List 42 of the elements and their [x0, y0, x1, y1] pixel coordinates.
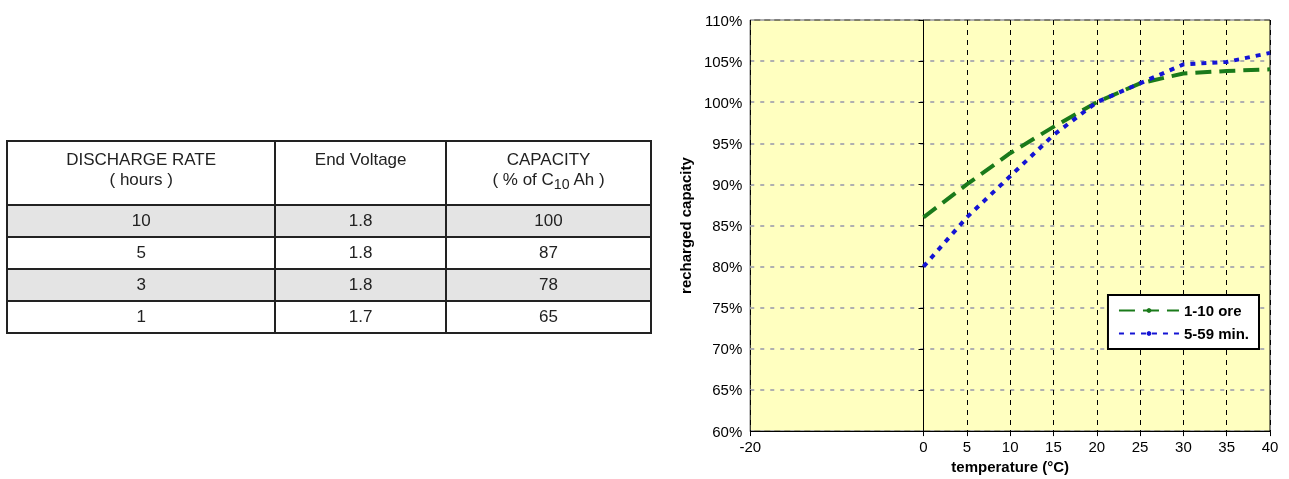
y-tick-label: 65% [712, 381, 743, 399]
x-tick-label: 35 [1218, 438, 1236, 456]
y-tick-label: 60% [712, 422, 743, 440]
y-tick-label: 90% [712, 175, 743, 193]
y-axis-title: recharged capacity [677, 156, 694, 294]
y-tick-label: 100% [703, 93, 743, 111]
series-label: CAPACITY ( % of C$_{10}$ Ah ) [446, 141, 651, 205]
category-label: 1 [7, 301, 276, 333]
y-tick-label: 70% [712, 340, 743, 358]
category-label: 10 [7, 205, 276, 237]
x-tick-label: 5 [962, 438, 971, 456]
text: DISCHARGE RATE ( hours ) [7, 141, 276, 205]
category-label: 5 [7, 237, 276, 269]
line-series [921, 50, 1272, 269]
x-tick-label: 40 [1261, 438, 1279, 456]
data-label: 1.8 [275, 205, 447, 237]
x-tick-label: 25 [1131, 438, 1149, 456]
text: End Voltage [275, 141, 447, 205]
data-label: 78 [446, 269, 651, 301]
y-tick-label: 80% [712, 258, 743, 276]
y-tick-label: 110% [705, 11, 743, 29]
legend-label: 1-10 ore [1183, 302, 1242, 319]
line-series [921, 67, 1272, 220]
data-label: 87 [446, 237, 651, 269]
y-tick-label: 95% [712, 134, 743, 152]
data-label: 100 [446, 205, 651, 237]
x-tick-label: 20 [1088, 438, 1106, 456]
category-label: 3 [7, 269, 276, 301]
data-label: 1.8 [275, 237, 447, 269]
x-axis-title: temperature (°C) [951, 458, 1069, 475]
x-tick-label: 15 [1045, 438, 1062, 456]
x-tick-label: 10 [1001, 438, 1019, 456]
y-tick-label: 75% [712, 299, 743, 317]
data-label: 65 [446, 301, 651, 333]
data-label: 1.7 [275, 301, 447, 333]
legend-label: 5-59 min. [1183, 325, 1250, 342]
x-tick-label: 30 [1175, 438, 1192, 456]
x-tick-label: -20 [739, 438, 762, 456]
x-tick-label: 0 [919, 438, 928, 456]
y-tick-label: 105% [703, 52, 743, 70]
data-label: 1.8 [275, 269, 447, 301]
y-tick-label: 85% [712, 217, 743, 235]
